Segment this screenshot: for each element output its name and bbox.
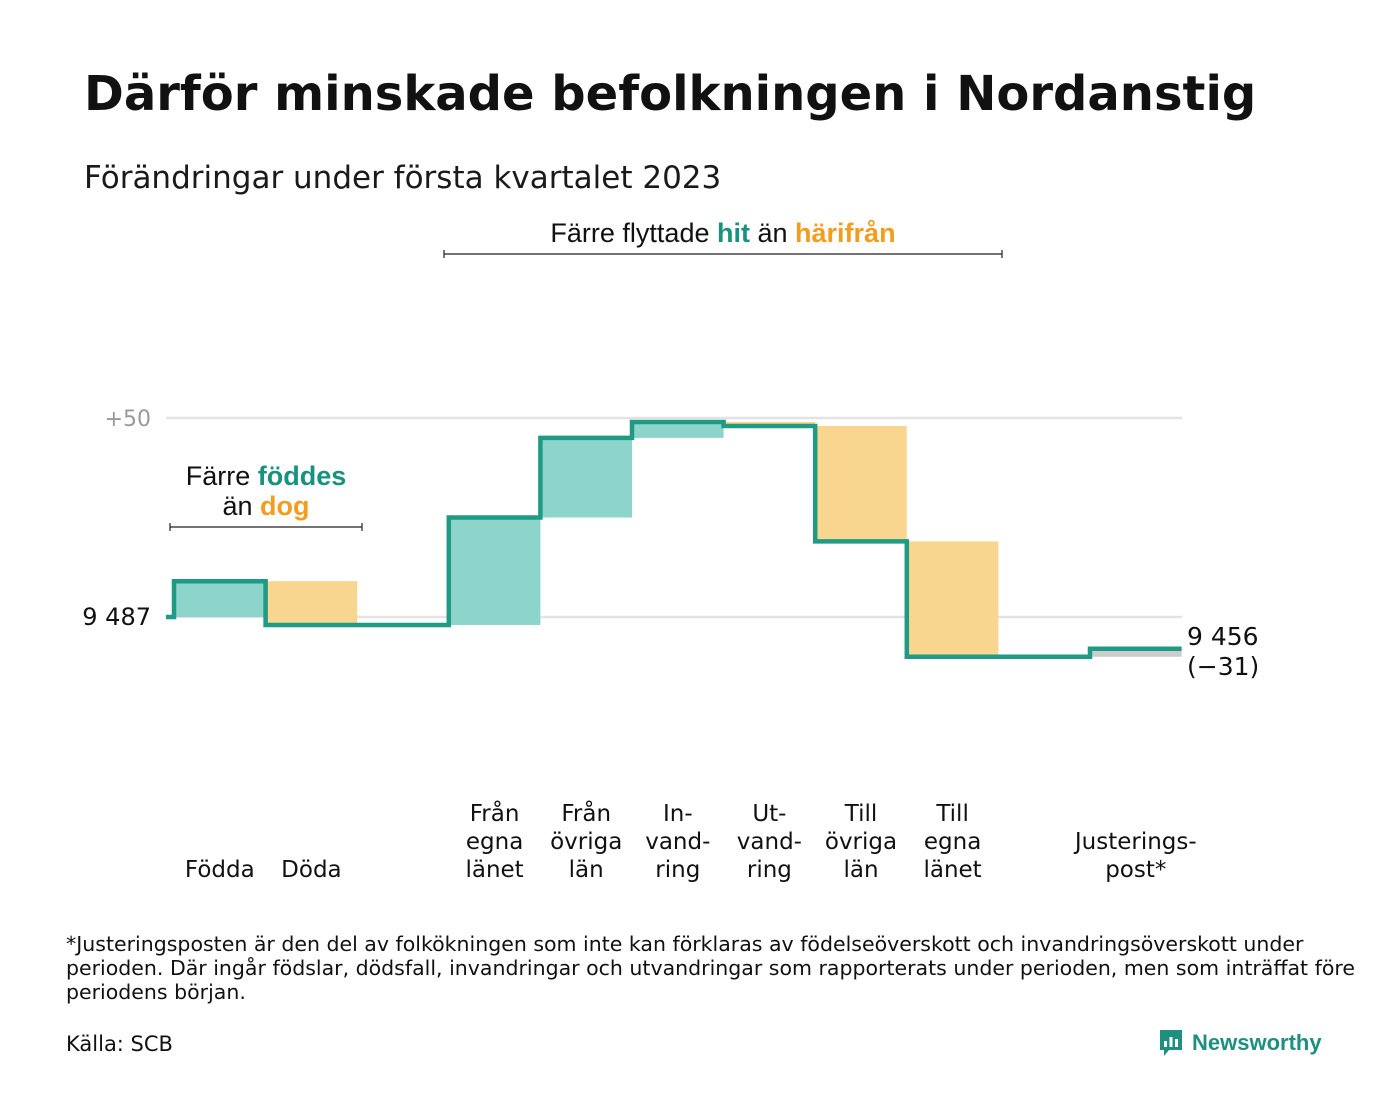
- annotation-segment: Färre: [186, 461, 258, 491]
- annotation-segment: hit: [717, 218, 750, 248]
- waterfall-bar: [1090, 648, 1182, 657]
- chart-subtitle: Förändringar under första kvartalet 2023: [84, 160, 722, 196]
- category-label: ring: [655, 857, 700, 883]
- end-value-label: (−31): [1187, 652, 1259, 681]
- category-label: Från: [470, 799, 520, 827]
- source-label: Källa: SCB: [66, 1032, 173, 1056]
- category-label: Ut-: [752, 801, 786, 827]
- category-label: Justerings-: [1073, 829, 1197, 855]
- annotation-segment: dog: [260, 491, 309, 521]
- category-label: länet: [465, 857, 523, 883]
- waterfall-bar: [906, 541, 999, 657]
- brand-name: Newsworthy: [1192, 1030, 1322, 1055]
- category-label: Från: [561, 799, 611, 827]
- category-label: övriga: [550, 829, 622, 855]
- waterfall-bar: [448, 517, 541, 625]
- running-total-line: [166, 419, 1182, 660]
- annotation-segment: härifrån: [795, 218, 896, 248]
- y-tick-label: 9 487: [82, 603, 151, 631]
- waterfall-bar: [632, 421, 724, 438]
- category-label: Till: [935, 801, 969, 827]
- category-label: Födda: [185, 857, 255, 883]
- category-label: post*: [1105, 857, 1166, 883]
- annotation-text: Färre föddes: [186, 461, 347, 491]
- annotation-segment: föddes: [258, 461, 347, 491]
- newsworthy-chart-icon: [1160, 1030, 1182, 1056]
- label-layer: 9 456(−31)Födda DödaFrånegnalänetFrånövri…: [185, 622, 1259, 883]
- line-layer: [166, 419, 1182, 660]
- category-label: länet: [923, 857, 981, 883]
- footnote: *Justeringsposten är den del av folkökni…: [66, 932, 1355, 1004]
- category-label: egna: [924, 829, 981, 855]
- category-label: In-: [663, 801, 693, 827]
- waterfall-bar: [174, 581, 266, 617]
- category-label: egna: [466, 829, 523, 855]
- annotation-segment: Färre flyttade: [550, 218, 717, 248]
- brand-logo: Newsworthy: [1158, 1028, 1322, 1058]
- end-value-label: 9 456: [1187, 622, 1259, 651]
- annotation-segment: än: [750, 218, 795, 248]
- category-label: län: [569, 857, 604, 883]
- annotation-text: Färre flyttade hit än härifrån: [550, 218, 895, 248]
- waterfall-bar: [815, 425, 907, 542]
- waterfall-chart: 9 487+50 9 456(−31)Födda DödaFrånegnaläne…: [82, 218, 1259, 883]
- annotation-text: än dog: [222, 491, 309, 521]
- annotation-migration: Färre flyttade hit än härifrån: [443, 218, 1003, 258]
- category-label: ring: [747, 857, 792, 883]
- category-label: Till: [844, 801, 878, 827]
- waterfall-bar: [265, 581, 358, 625]
- category-label: övriga: [825, 829, 897, 855]
- y-tick-label: +50: [105, 407, 151, 432]
- category-label: län: [843, 857, 878, 883]
- category-label: vand-: [645, 829, 710, 855]
- waterfall-bar: [540, 437, 632, 518]
- chart-title: Därför minskade befolkningen i Nordansti…: [84, 66, 1257, 122]
- category-label: vand-: [737, 829, 802, 855]
- annotation-segment: än: [222, 491, 260, 521]
- bar-layer: [174, 421, 1182, 657]
- category-label: Döda: [281, 857, 341, 883]
